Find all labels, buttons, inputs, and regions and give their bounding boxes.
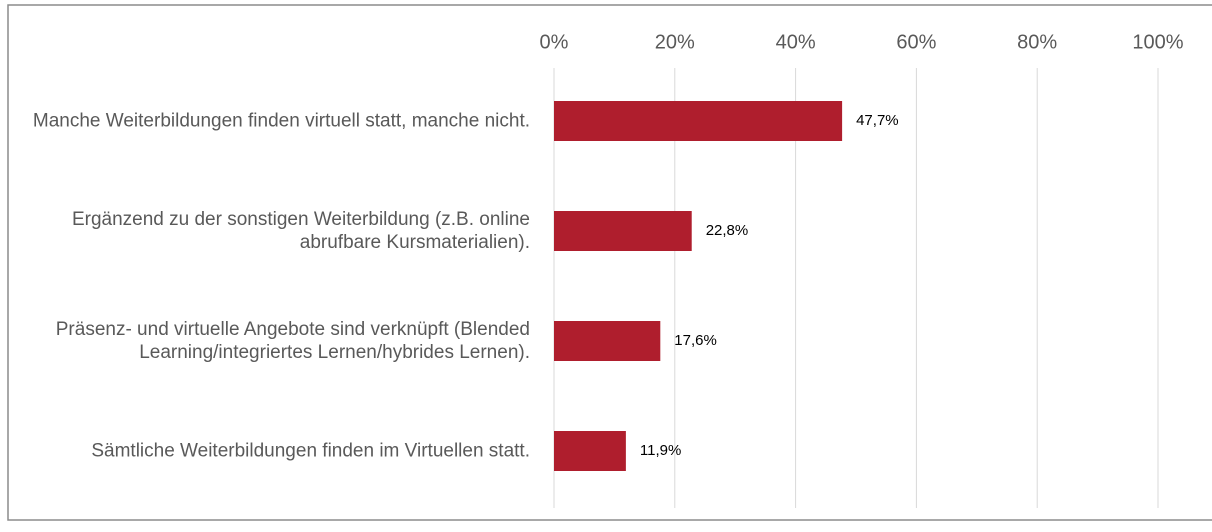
- category-label: Sämtliche Weiterbildungen finden im Virt…: [91, 440, 530, 462]
- value-label: 17,6%: [674, 332, 717, 349]
- category-label: Manche Weiterbildungen finden virtuell s…: [32, 110, 530, 132]
- bar: [554, 431, 626, 471]
- category-label: Präsenz- und virtuelle Angebote sind ver…: [55, 319, 530, 363]
- value-label: 47,7%: [856, 112, 899, 129]
- value-label: 22,8%: [706, 222, 749, 239]
- x-tick-label: 0%: [540, 31, 569, 53]
- x-tick-label: 40%: [776, 31, 816, 53]
- bar: [554, 211, 692, 251]
- bar: [554, 321, 661, 361]
- x-tick-label: 80%: [1017, 31, 1057, 53]
- x-tick-label: 20%: [655, 31, 695, 53]
- bar: [554, 101, 843, 141]
- x-tick-label: 100%: [1132, 31, 1183, 53]
- value-label: 11,9%: [640, 442, 681, 459]
- x-tick-label: 60%: [896, 31, 936, 53]
- chart-frame: [7, 4, 1212, 521]
- category-label: Ergänzend zu der sonstigen Weiterbildung…: [71, 209, 530, 253]
